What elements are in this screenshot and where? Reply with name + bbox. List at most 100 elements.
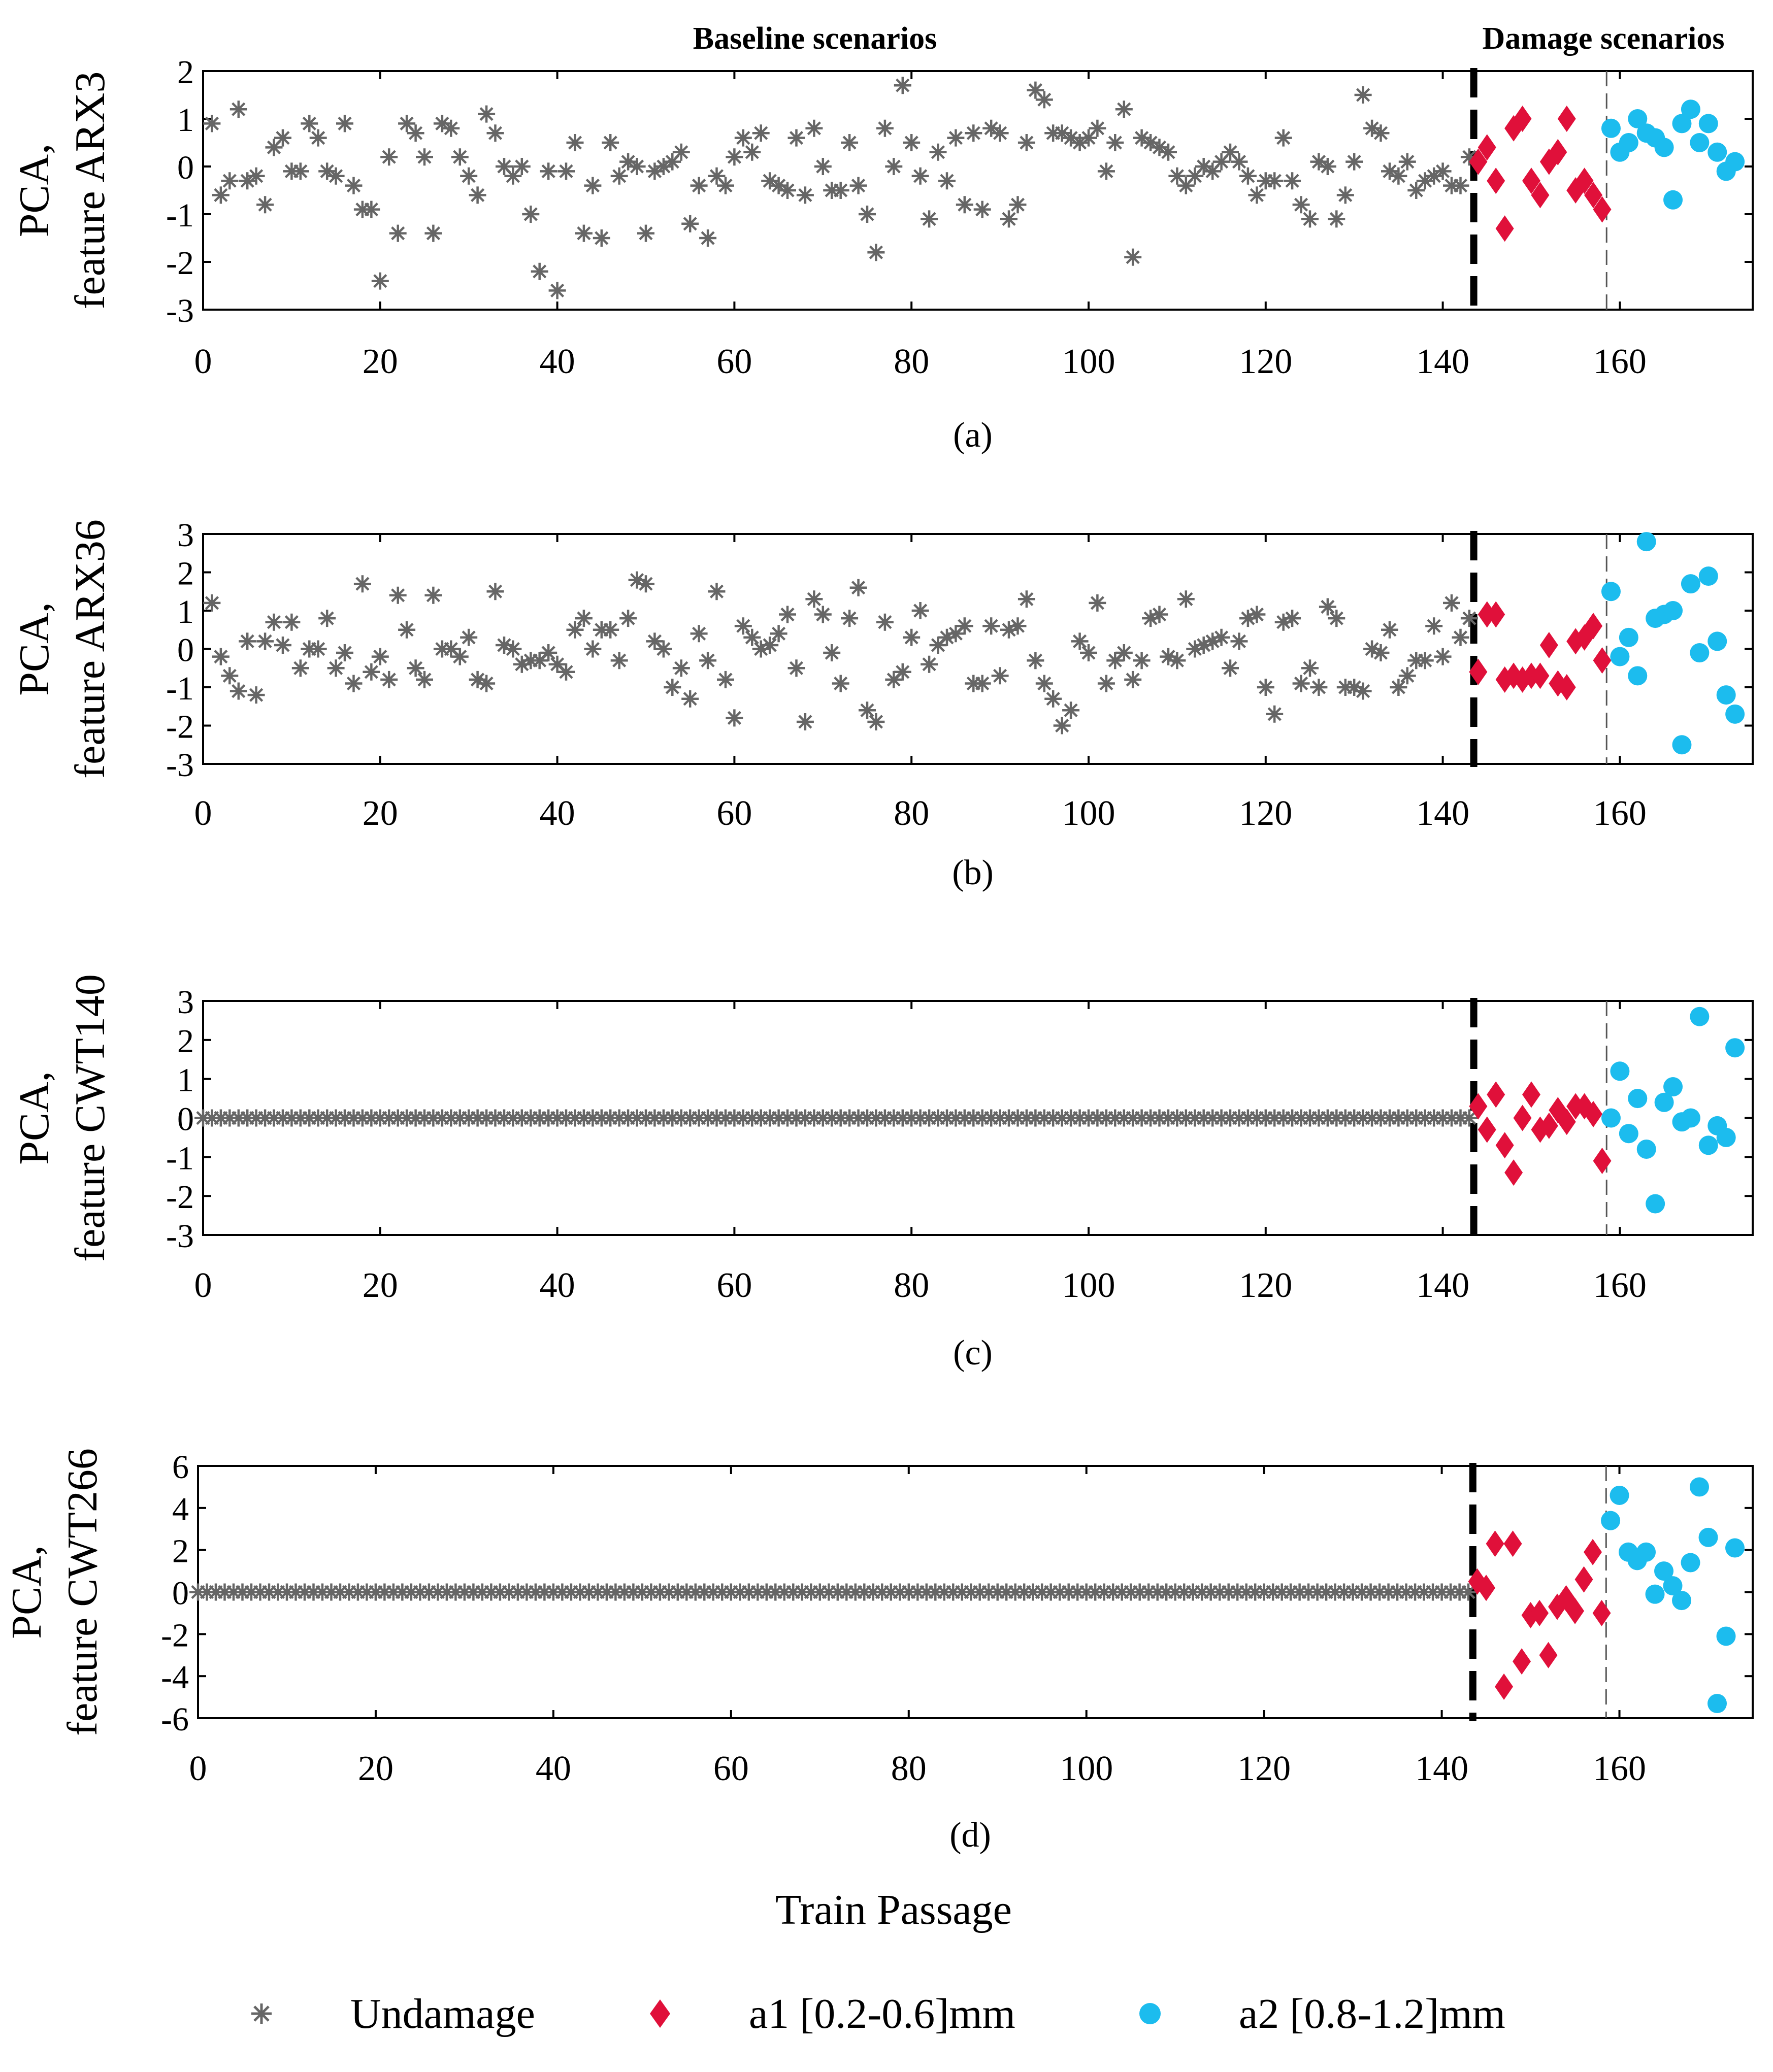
- undamaged-point: [1148, 1583, 1166, 1601]
- undamaged-point: [189, 1583, 207, 1601]
- legend-label: a2 [0.8-1.2]mm: [1239, 1990, 1505, 2037]
- undamaged-point: [575, 224, 593, 242]
- a1-point: [1486, 1530, 1504, 1557]
- x-axis-label: Train Passage: [775, 1886, 1012, 1933]
- a2-point: [1601, 1108, 1621, 1128]
- undamaged-point: [1113, 1583, 1131, 1601]
- undamaged-point: [221, 667, 239, 685]
- undamaged-point: [1274, 613, 1292, 631]
- y-axis-label-line1: PCA,: [11, 1071, 58, 1164]
- undamaged-point: [518, 1583, 536, 1601]
- undamaged-point: [867, 713, 885, 730]
- undamaged-point: [274, 637, 291, 654]
- undamaged-point: [911, 167, 929, 185]
- undamaged-point: [929, 637, 947, 654]
- undamaged-point: [752, 640, 770, 658]
- undamaged-point: [1000, 621, 1017, 639]
- undamaged-point: [903, 134, 921, 151]
- a2-point: [1698, 114, 1718, 133]
- undamaged-point: [849, 177, 867, 194]
- undamaged-point: [478, 105, 496, 123]
- undamaged-point: [221, 1109, 239, 1127]
- x-tick-label: 20: [363, 1266, 398, 1305]
- undamaged-point: [1035, 1109, 1053, 1127]
- undamaged-point: [393, 1583, 411, 1601]
- a2-point: [1619, 133, 1638, 152]
- undamaged-point: [336, 644, 353, 661]
- undamaged-point: [243, 1583, 260, 1601]
- undamaged-point: [743, 1109, 761, 1127]
- undamaged-point: [1318, 1583, 1335, 1601]
- undamaged-point: [296, 1583, 313, 1601]
- undamaged-point: [589, 1583, 607, 1601]
- undamaged-point: [947, 129, 965, 147]
- a1-point: [1584, 182, 1603, 209]
- undamaged-point: [823, 182, 841, 199]
- undamaged-point: [805, 1109, 823, 1127]
- undamaged-point: [1222, 1109, 1239, 1127]
- undamaged-point: [1284, 1109, 1301, 1127]
- a2-point: [1708, 1694, 1727, 1714]
- a2-point: [1716, 1626, 1736, 1646]
- x-tick-label: 160: [1593, 1266, 1647, 1305]
- undamaged-point: [1319, 158, 1336, 175]
- undamaged-point: [787, 659, 805, 677]
- undamaged-point: [1344, 1583, 1362, 1601]
- undamaged-point: [708, 583, 726, 600]
- undamaged-point: [1336, 1109, 1354, 1127]
- x-tick-label: 80: [894, 794, 929, 833]
- undamaged-point: [1222, 143, 1239, 161]
- undamaged-point: [544, 1583, 562, 1601]
- undamaged-point: [947, 1109, 965, 1127]
- undamaged-point: [1175, 1583, 1193, 1601]
- a2-point: [1601, 582, 1621, 601]
- undamaged-point: [451, 1109, 469, 1127]
- a1-point: [1469, 1093, 1488, 1120]
- a1-point: [1557, 674, 1576, 700]
- undamaged-point: [1372, 644, 1390, 661]
- undamaged-point: [1095, 1583, 1113, 1601]
- undamaged-point: [903, 628, 921, 646]
- undamaged-point: [469, 186, 486, 204]
- undamaged-point: [859, 206, 876, 223]
- panel-label: (c): [953, 1333, 993, 1373]
- a2-point: [1654, 1092, 1674, 1112]
- undamaged-point: [367, 1583, 384, 1601]
- a2-point: [1663, 1077, 1683, 1097]
- undamaged-point: [1407, 1109, 1425, 1127]
- undamaged-point: [1140, 1583, 1158, 1601]
- undamaged-point: [1460, 1583, 1478, 1601]
- undamaged-point: [1212, 628, 1230, 646]
- a1-point: [1513, 1105, 1532, 1131]
- undamaged-point: [625, 1583, 642, 1601]
- undamaged-point: [726, 148, 743, 166]
- y-tick-label: -3: [166, 747, 194, 784]
- undamaged-point: [849, 579, 867, 596]
- undamaged-point: [1248, 186, 1266, 204]
- undamaged-point: [1443, 594, 1460, 612]
- undamaged-point: [775, 1583, 793, 1601]
- undamaged-point: [965, 124, 982, 142]
- undamaged-point: [876, 119, 894, 137]
- undamaged-point: [690, 625, 708, 643]
- x-tick-label: 100: [1062, 1266, 1115, 1305]
- a1-point: [1469, 658, 1488, 685]
- undamaged-point: [796, 186, 814, 204]
- a1-point: [1593, 196, 1612, 223]
- panel-label: (b): [952, 853, 994, 892]
- a1-point: [1574, 1566, 1593, 1593]
- undamaged-point: [442, 119, 460, 137]
- a2-point: [1672, 735, 1692, 755]
- undamaged-point: [584, 640, 602, 658]
- undamaged-point: [229, 682, 247, 700]
- undamaged-point: [823, 644, 841, 661]
- undamaged-point: [1158, 1583, 1175, 1601]
- undamaged-point: [1239, 1109, 1257, 1127]
- undamaged-point: [1186, 640, 1204, 658]
- a1-point: [1592, 1599, 1611, 1626]
- undamaged-point: [482, 1583, 500, 1601]
- undamaged-point: [672, 143, 690, 161]
- undamaged-point: [513, 158, 531, 175]
- undamaged-point: [1204, 1109, 1222, 1127]
- undamaged-point: [309, 129, 327, 147]
